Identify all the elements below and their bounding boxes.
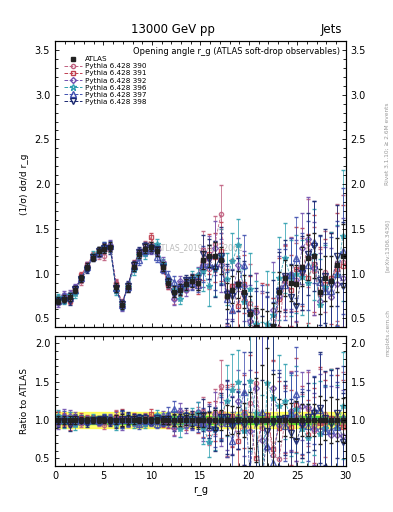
Y-axis label: (1/σ) dσ/d r_g: (1/σ) dσ/d r_g xyxy=(20,154,29,215)
Y-axis label: Ratio to ATLAS: Ratio to ATLAS xyxy=(20,368,29,434)
Text: ATLAS_2019_I1772062: ATLAS_2019_I1772062 xyxy=(157,243,244,252)
Bar xyxy=(55,412,346,428)
Text: [arXiv:1306.3436]: [arXiv:1306.3436] xyxy=(385,219,390,272)
Text: mcplots.cern.ch: mcplots.cern.ch xyxy=(385,309,390,356)
Legend: ATLAS, Pythia 6.428 390, Pythia 6.428 391, Pythia 6.428 392, Pythia 6.428 396, P: ATLAS, Pythia 6.428 390, Pythia 6.428 39… xyxy=(62,53,150,108)
X-axis label: r_g: r_g xyxy=(193,486,208,496)
Text: Jets: Jets xyxy=(320,23,342,36)
Text: 13000 GeV pp: 13000 GeV pp xyxy=(131,23,215,36)
Bar xyxy=(55,416,346,424)
Text: Rivet 3.1.10; ≥ 2.6M events: Rivet 3.1.10; ≥ 2.6M events xyxy=(385,102,390,185)
Text: Opening angle r_g (ATLAS soft-drop observables): Opening angle r_g (ATLAS soft-drop obser… xyxy=(133,47,340,56)
